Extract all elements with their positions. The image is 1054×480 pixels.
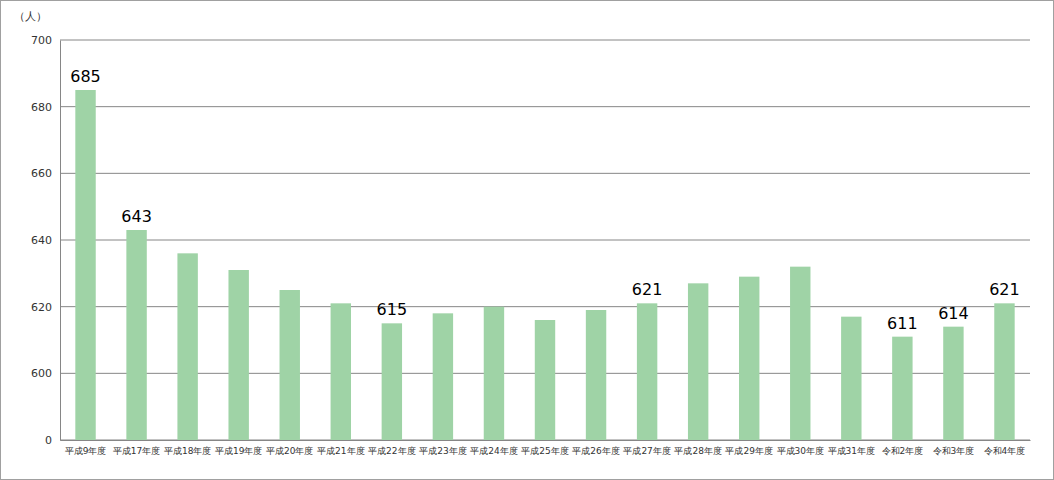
y-tick: 700	[31, 34, 60, 47]
data-labels: 685 643 615 621 611 614 621	[70, 67, 1019, 333]
y-tick: 660	[31, 167, 60, 180]
x-tick-label: 平成21年度	[317, 446, 364, 456]
x-tick-label: 平成17年度	[113, 446, 160, 456]
y-tick: 600	[31, 367, 60, 380]
chart: 0 600 620 640 660 680 700 平成9年度平成17年度平成18年度平成19…	[0, 0, 1054, 480]
x-tick: 令和4年度	[984, 440, 1026, 456]
x-tick-label: 平成18年度	[164, 446, 211, 456]
data-label: 621	[989, 280, 1020, 299]
x-tick: 平成27年度	[623, 440, 670, 456]
x-tick: 平成22年度	[368, 440, 415, 456]
x-tick: 平成30年度	[777, 440, 824, 456]
x-tick-label: 平成19年度	[215, 446, 262, 456]
x-tick-label: 平成28年度	[674, 446, 721, 456]
x-tick: 平成19年度	[215, 440, 262, 456]
y-tick-label: 0	[45, 434, 52, 447]
x-tick-label: 平成24年度	[470, 446, 517, 456]
y-tick-label: 660	[31, 167, 52, 180]
x-tick: 平成20年度	[266, 440, 313, 456]
x-tick-label: 平成30年度	[777, 446, 824, 456]
x-tick-label: 平成27年度	[623, 446, 670, 456]
y-tick-label: 640	[31, 234, 52, 247]
y-axis-title: （人）	[14, 10, 47, 23]
bar	[586, 310, 606, 440]
grid-line	[60, 240, 1030, 241]
bar	[382, 323, 402, 440]
x-tick-label: 平成20年度	[266, 446, 313, 456]
bar	[75, 90, 95, 440]
bar	[331, 303, 351, 440]
x-tick: 平成23年度	[419, 440, 466, 456]
y-tick-label: 700	[31, 34, 52, 47]
grid	[60, 40, 1030, 440]
x-tick-label: 平成9年度	[65, 446, 107, 456]
bar	[892, 337, 912, 440]
x-tick-label: 平成23年度	[419, 446, 466, 456]
bar	[841, 317, 861, 440]
data-label: 614	[938, 304, 969, 323]
data-label: 615	[377, 300, 408, 319]
bar	[943, 327, 963, 440]
y-tick: 640	[31, 234, 60, 247]
x-tick: 平成29年度	[725, 440, 772, 456]
x-tick: 平成28年度	[674, 440, 721, 456]
data-label: 685	[70, 67, 101, 86]
x-tick-label: 平成26年度	[572, 446, 619, 456]
bar	[994, 303, 1014, 440]
y-axis-line	[60, 41, 61, 441]
x-tick: 平成18年度	[164, 440, 211, 456]
bar	[739, 277, 759, 440]
x-tick: 平成26年度	[572, 440, 619, 456]
data-label: 621	[632, 280, 663, 299]
x-tick: 平成17年度	[113, 440, 160, 456]
frame	[1, 1, 1054, 480]
x-tick-label: 平成25年度	[521, 446, 568, 456]
bar	[637, 303, 657, 440]
y-tick-label: 680	[31, 101, 52, 114]
x-tick: 平成9年度	[65, 440, 107, 456]
grid-line	[60, 306, 1030, 307]
bar	[433, 313, 453, 440]
plot: 0 600 620 640 660 680 700 平成9年度平成17年度平成18年度平成19…	[31, 34, 1031, 456]
x-tick: 平成24年度	[470, 440, 517, 456]
data-label: 611	[887, 314, 918, 333]
y-tick: 0	[45, 434, 60, 447]
grid-line	[60, 40, 1030, 41]
x-tick-label: 令和4年度	[984, 446, 1026, 456]
x-tick: 平成25年度	[521, 440, 568, 456]
x-tick-label: 令和2年度	[882, 446, 924, 456]
y-tick: 680	[31, 101, 60, 114]
x-axis-line	[61, 440, 1031, 441]
grid-line	[60, 173, 1030, 174]
y-tick: 620	[31, 301, 60, 314]
bar	[688, 283, 708, 440]
y-tick-label: 620	[31, 301, 52, 314]
bar	[228, 270, 248, 440]
x-tick-label: 平成31年度	[828, 446, 875, 456]
x-tick-label: 令和3年度	[933, 446, 975, 456]
bar	[484, 307, 504, 440]
bar	[790, 267, 810, 440]
x-axis: 平成9年度平成17年度平成18年度平成19年度平成20年度平成21年度平成22年…	[61, 440, 1031, 456]
data-label: 643	[121, 207, 152, 226]
bar	[535, 320, 555, 440]
x-tick: 令和2年度	[882, 440, 924, 456]
x-tick-label: 平成22年度	[368, 446, 415, 456]
x-tick: 平成31年度	[828, 440, 875, 456]
bar	[177, 253, 197, 440]
x-tick: 平成21年度	[317, 440, 364, 456]
grid-line	[60, 106, 1030, 107]
bars	[75, 90, 1014, 440]
x-tick-label: 平成29年度	[725, 446, 772, 456]
y-axis: 0 600 620 640 660 680 700	[31, 34, 61, 447]
bar	[126, 230, 146, 440]
y-tick-label: 600	[31, 367, 52, 380]
x-tick: 令和3年度	[933, 440, 975, 456]
bar	[280, 290, 300, 440]
